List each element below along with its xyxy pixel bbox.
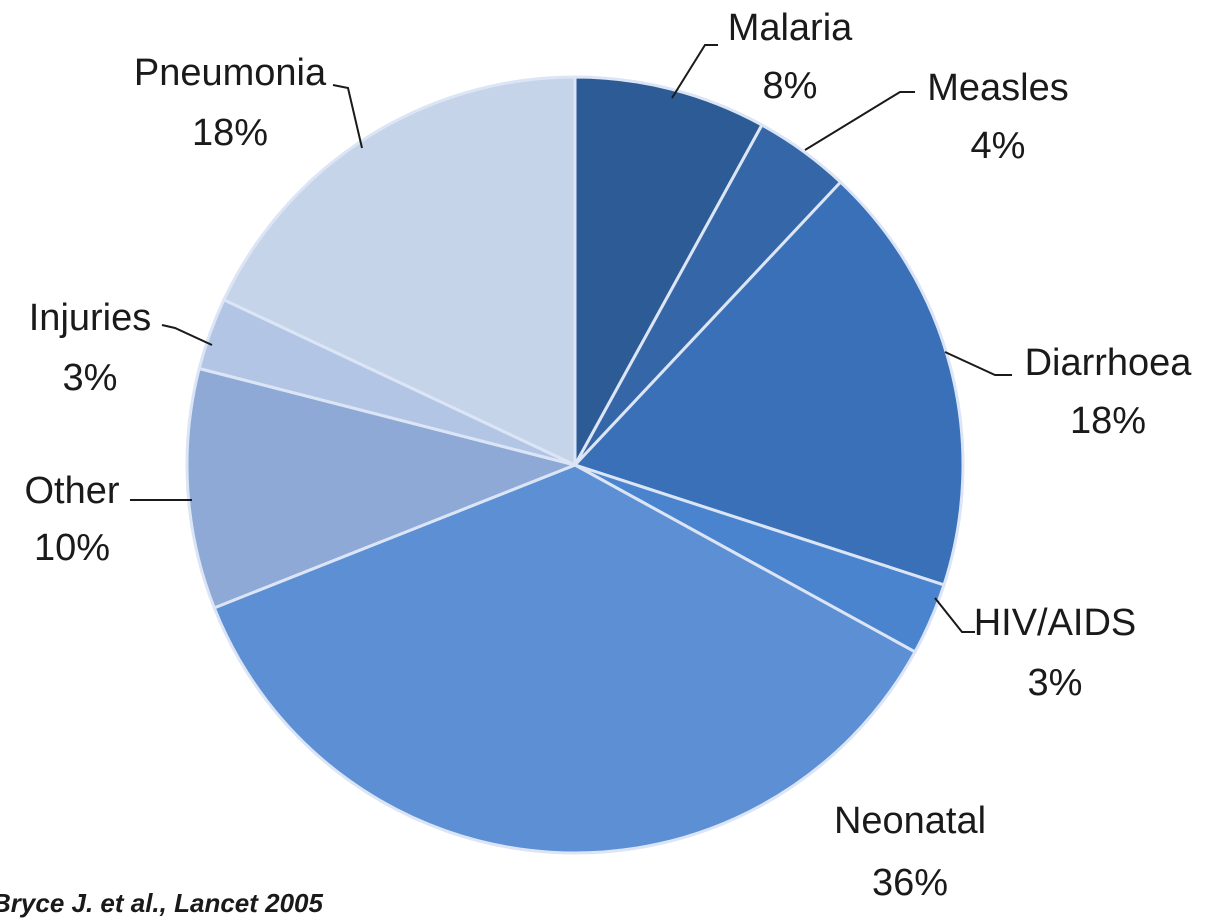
slice-label: Other [24,470,119,512]
slice-value-label: 3% [63,357,118,399]
leader-line [671,44,718,99]
slice-label: Injuries [29,297,152,339]
leader-line [161,324,213,346]
slice-label: Neonatal [834,800,986,842]
slice-label: Measles [927,67,1069,109]
slice-value-label: 18% [192,112,268,154]
pie-slice [573,180,965,587]
pie-slice [185,367,577,610]
slice-value-label: 4% [971,125,1026,167]
leader-line [934,597,975,633]
pie-slice [222,75,577,467]
slice-value-label: 3% [1028,662,1083,704]
slice-value-label: 18% [1070,400,1146,442]
slice-label: Malaria [728,7,853,49]
leader-line [944,351,1012,376]
slice-value-label: 10% [34,527,110,569]
leader-line [332,84,363,149]
slice-label: Diarrhoea [1025,342,1193,384]
slice-label: Pneumonia [134,52,327,94]
slice-value-label: 36% [872,862,948,904]
pie-slice [212,463,917,855]
source-note: Bryce J. et al., Lancet 2005 [0,888,324,918]
slice-label: HIV/AIDS [974,602,1137,644]
leader-line [804,91,915,151]
slice-value-label: 8% [763,65,818,107]
pie-slice [573,75,764,467]
